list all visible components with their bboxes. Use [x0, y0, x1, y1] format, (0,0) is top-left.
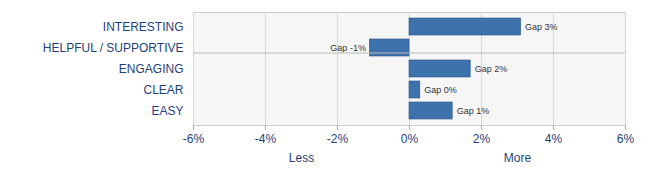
svg-text:More: More — [504, 151, 532, 165]
svg-text:6%: 6% — [617, 132, 635, 146]
svg-text:EASY: EASY — [151, 104, 183, 118]
svg-text:INTERESTING: INTERESTING — [103, 20, 184, 34]
svg-text:Gap 1%: Gap 1% — [457, 106, 490, 116]
svg-text:ENGAGING: ENGAGING — [119, 62, 184, 76]
svg-text:2%: 2% — [473, 132, 491, 146]
svg-text:0%: 0% — [401, 132, 419, 146]
svg-text:Less: Less — [289, 151, 314, 165]
svg-text:4%: 4% — [545, 132, 563, 146]
svg-text:-2%: -2% — [327, 132, 349, 146]
svg-text:Gap -1%: Gap -1% — [330, 43, 366, 53]
svg-text:Gap 3%: Gap 3% — [525, 22, 558, 32]
svg-text:-6%: -6% — [183, 132, 205, 146]
svg-text:HELPFUL / SUPPORTIVE: HELPFUL / SUPPORTIVE — [43, 41, 184, 55]
svg-text:-4%: -4% — [255, 132, 277, 146]
svg-text:CLEAR: CLEAR — [143, 83, 183, 97]
svg-text:Gap 2%: Gap 2% — [475, 64, 508, 74]
svg-text:Gap 0%: Gap 0% — [424, 85, 457, 95]
